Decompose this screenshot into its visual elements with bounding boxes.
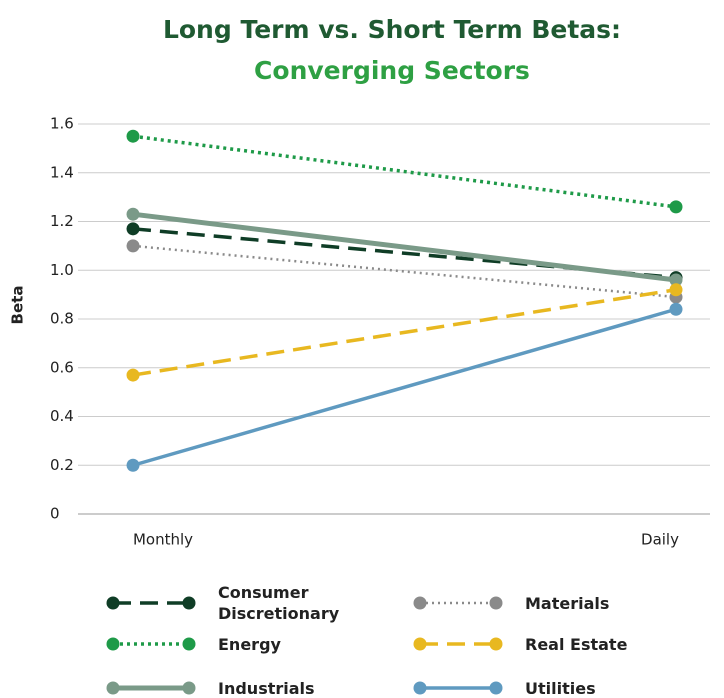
legend-label: Materials bbox=[525, 593, 610, 613]
legend-marker bbox=[489, 596, 503, 610]
data-point bbox=[669, 283, 683, 297]
data-point bbox=[126, 239, 140, 253]
legend-marker bbox=[413, 681, 427, 695]
series-line bbox=[132, 244, 677, 299]
legend-marker bbox=[182, 681, 196, 695]
chart-subtitle: Converging Sectors bbox=[254, 56, 530, 85]
x-tick-label: Monthly bbox=[133, 531, 193, 549]
legend-marker bbox=[489, 637, 503, 651]
y-tick-label: 1.4 bbox=[50, 163, 74, 181]
legend-marker bbox=[182, 637, 196, 651]
y-tick-label: 0.6 bbox=[50, 358, 74, 376]
x-tick-label: Daily bbox=[641, 531, 679, 549]
data-point bbox=[126, 222, 140, 236]
y-tick-label: 1.6 bbox=[50, 115, 74, 133]
data-point bbox=[126, 207, 140, 221]
legend-marker bbox=[106, 637, 120, 651]
y-tick-label: 0.4 bbox=[50, 407, 74, 425]
legend-label: Industrials bbox=[218, 678, 315, 698]
y-tick-label: 0.8 bbox=[50, 310, 74, 328]
legend-label: Real Estate bbox=[525, 634, 628, 654]
data-point bbox=[669, 273, 683, 287]
series-line bbox=[132, 211, 677, 283]
legend-marker bbox=[106, 681, 120, 695]
chart-title: Long Term vs. Short Term Betas: bbox=[163, 15, 621, 44]
series-line bbox=[132, 307, 677, 467]
y-tick-label: 0.2 bbox=[50, 456, 74, 474]
data-point bbox=[126, 368, 140, 382]
series-line bbox=[132, 227, 677, 280]
data-point bbox=[126, 129, 140, 143]
series-line bbox=[132, 288, 677, 377]
legend-marker bbox=[182, 596, 196, 610]
legend-marker bbox=[489, 681, 503, 695]
data-point bbox=[126, 458, 140, 472]
legend-marker bbox=[413, 637, 427, 651]
data-point bbox=[669, 200, 683, 214]
y-tick-label: 0 bbox=[50, 505, 60, 523]
legend-marker bbox=[413, 596, 427, 610]
legend-label: Consumer Discretionary bbox=[218, 583, 340, 623]
legend-marker bbox=[106, 596, 120, 610]
data-point bbox=[669, 302, 683, 316]
y-tick-label: 1.2 bbox=[50, 212, 74, 230]
legend-label: Energy bbox=[218, 634, 281, 654]
y-tick-label: 1.0 bbox=[50, 261, 74, 279]
series-line bbox=[132, 134, 677, 209]
y-axis-label: Beta bbox=[9, 286, 27, 325]
legend-label: Utilities bbox=[525, 678, 596, 698]
